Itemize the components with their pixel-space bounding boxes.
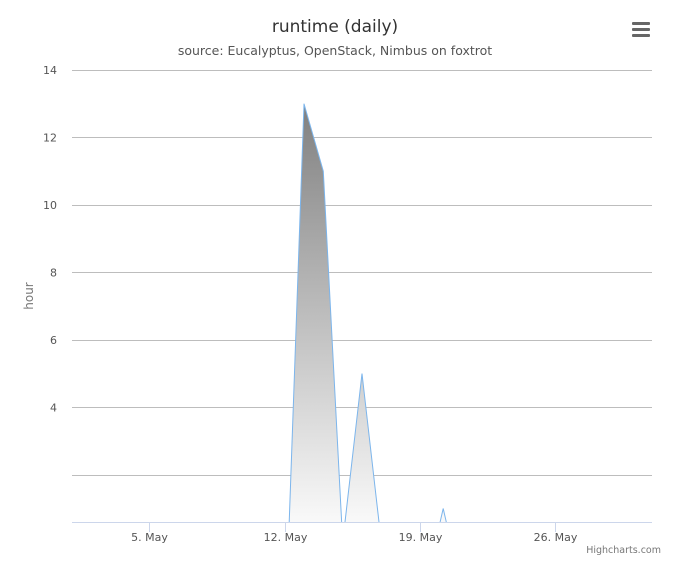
menu-icon-bar-bottom bbox=[632, 34, 650, 37]
y-tick-label: 6 bbox=[50, 334, 57, 347]
menu-icon-bar-middle bbox=[632, 28, 650, 31]
hamburger-menu-icon[interactable] bbox=[625, 15, 659, 43]
y-tick-label: 12 bbox=[43, 131, 57, 144]
menu-icon-bar-top bbox=[632, 22, 650, 25]
y-axis-title: hour bbox=[22, 282, 36, 310]
y-tick-label: 14 bbox=[43, 64, 57, 77]
credits-link[interactable]: Highcharts.com bbox=[586, 545, 661, 556]
y-axis-tick-labels: 4 6 8 10 12 14 bbox=[43, 64, 57, 414]
chart-subtitle: source: Eucalyptus, OpenStack, Nimbus on… bbox=[178, 43, 492, 58]
series-layer bbox=[288, 103, 447, 522]
y-tick-label: 8 bbox=[50, 266, 57, 279]
x-tick-label: 19. May bbox=[399, 531, 443, 544]
x-tick-label: 12. May bbox=[264, 531, 308, 544]
x-axis-ticks: 5. May 12. May 19. May 26. May bbox=[131, 522, 578, 544]
x-tick-label: 5. May bbox=[131, 531, 168, 544]
chart-title: runtime (daily) bbox=[272, 17, 398, 37]
y-tick-label: 4 bbox=[50, 401, 57, 414]
series-area bbox=[289, 103, 447, 522]
x-tick-label: 26. May bbox=[534, 531, 578, 544]
y-tick-label: 10 bbox=[43, 199, 57, 212]
series-line bbox=[288, 103, 447, 522]
